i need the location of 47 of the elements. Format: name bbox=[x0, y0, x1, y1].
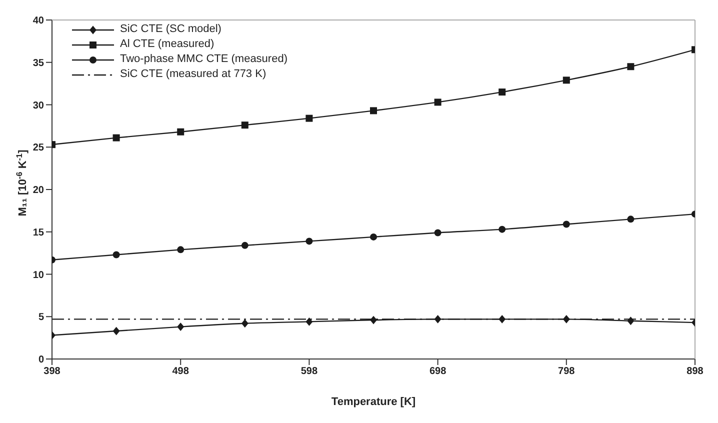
point bbox=[306, 238, 313, 245]
point bbox=[177, 128, 184, 136]
point bbox=[112, 251, 120, 258]
y-tick-label: 20 bbox=[32, 185, 44, 196]
legend-label: Al CTE (measured) bbox=[120, 37, 214, 52]
point bbox=[370, 233, 377, 240]
point bbox=[627, 216, 634, 223]
y-tick-label: 5 bbox=[38, 312, 44, 324]
x-tick-label: 598 bbox=[300, 366, 318, 378]
point bbox=[562, 314, 570, 324]
legend-label: SiC CTE (measured at 773 K) bbox=[120, 67, 266, 82]
point bbox=[627, 316, 634, 326]
point bbox=[370, 316, 377, 324]
point bbox=[306, 114, 313, 122]
legend-label: SiC CTE (SC model) bbox=[120, 22, 222, 37]
x-tick-label: 498 bbox=[172, 366, 190, 378]
point bbox=[177, 246, 184, 254]
point bbox=[434, 229, 442, 236]
point bbox=[241, 242, 248, 249]
point bbox=[627, 63, 634, 70]
x-tick-label: 698 bbox=[429, 366, 447, 378]
point bbox=[112, 326, 120, 336]
point bbox=[241, 319, 248, 328]
point bbox=[241, 122, 248, 129]
x-tick-label: 898 bbox=[686, 366, 704, 378]
y-tick-label: 35 bbox=[32, 58, 44, 69]
x-axis-title: Temperature [K] bbox=[331, 396, 416, 408]
y-tick-label: 15 bbox=[32, 227, 44, 238]
point bbox=[562, 220, 570, 228]
x-tick-label: 798 bbox=[558, 366, 576, 378]
y-tick-label: 25 bbox=[32, 142, 44, 154]
point bbox=[498, 314, 506, 324]
point bbox=[306, 318, 313, 326]
point bbox=[562, 76, 570, 84]
point bbox=[498, 226, 506, 233]
point bbox=[434, 98, 442, 106]
x-tick-label: 398 bbox=[44, 366, 61, 378]
y-tick-label: 30 bbox=[32, 100, 44, 112]
y-tick-label: 0 bbox=[38, 354, 44, 366]
point bbox=[370, 107, 377, 114]
point bbox=[177, 322, 184, 331]
y-tick-label: 40 bbox=[32, 16, 44, 27]
legend-label: Two-phase MMC CTE (measured) bbox=[120, 52, 288, 67]
point bbox=[112, 134, 120, 142]
y-tick-label: 10 bbox=[32, 270, 44, 281]
point bbox=[434, 314, 442, 324]
point bbox=[498, 88, 506, 96]
